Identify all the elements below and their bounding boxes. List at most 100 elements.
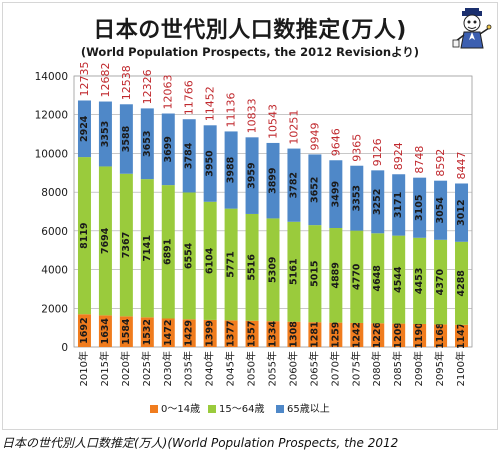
total-value-label: 8924 [392,142,405,170]
bar-segment [350,230,364,323]
legend-item-15-64: 15～64歳 [208,400,264,415]
segment-value-label: 1209 [393,322,404,348]
bar-segment [224,320,238,347]
bar-segment [98,166,112,316]
legend-item-65-plus: 65歳以上 [276,400,330,415]
segment-value-label: 8119 [79,222,90,248]
x-tick-label: 2025年 [140,351,153,386]
bar-segment [161,185,175,319]
x-tick-label: 2095年 [433,351,446,386]
segment-value-label: 7141 [142,235,153,261]
segment-value-label: 4370 [435,268,446,295]
segment-value-label: 3353 [351,185,362,211]
segment-value-label: 3699 [163,136,174,162]
bar-segment [98,315,112,347]
mascot-illustration [452,8,492,49]
total-value-label: 9365 [350,134,363,162]
x-tick-label: 2015年 [98,351,111,386]
y-tick-label: 4000 [41,265,68,277]
segment-value-label: 3652 [309,177,320,203]
bar-segment [98,101,112,167]
segment-value-label: 5015 [309,260,320,286]
total-value-label: 11452 [204,86,217,121]
bar-segment [350,322,364,347]
total-value-label: 12063 [162,75,175,110]
y-tick-label: 0 [61,342,68,354]
bar-segment [245,320,259,347]
x-tick-label: 2070年 [328,351,341,386]
segment-value-label: 1472 [163,320,174,346]
bar-segment [140,108,154,180]
segment-value-label: 1357 [247,321,258,347]
x-tick-label: 2080年 [370,351,383,386]
segment-value-label: 2924 [79,115,90,142]
bar-segment [266,218,280,322]
segment-value-label: 3950 [205,150,216,177]
bar-segment [182,319,196,347]
y-tick-label: 2000 [41,303,68,315]
segment-value-label: 1584 [121,318,132,345]
total-value-label: 8447 [455,151,468,179]
bar-segment [119,316,133,347]
chart-subtitle: (World Population Prospects, the 2012 Re… [80,45,420,59]
segment-value-label: 4544 [393,266,404,293]
bar-segment [329,227,343,323]
segment-value-label: 4889 [330,262,341,288]
x-tick-label: 2075年 [349,351,362,386]
segment-value-label: 4453 [414,268,425,294]
bar-segment [182,192,196,320]
total-value-label: 10251 [287,110,300,145]
x-tick-label: 2035年 [182,351,195,386]
bar-segment [371,233,385,324]
x-tick-label: 2030年 [161,351,174,386]
bar-segment [455,183,469,242]
segment-value-label: 1634 [100,318,111,345]
segment-value-label: 5309 [268,257,279,283]
segment-value-label: 1399 [205,320,216,346]
segment-value-label: 1147 [456,323,467,349]
segment-value-label: 6104 [205,247,216,274]
legend-item-0-14: 0～14歳 [150,400,200,415]
bar-segment [413,323,427,347]
segment-value-label: 3171 [393,192,404,218]
total-value-label: 10543 [267,104,280,139]
segment-value-label: 3499 [330,181,341,207]
bar-segment [203,319,217,347]
bar-segment [287,221,301,322]
segment-value-label: 3899 [268,167,279,193]
segment-value-label: 6891 [163,239,174,265]
bar-segment [245,213,259,321]
segment-value-label: 4648 [372,265,383,292]
x-tick-label: 2065年 [307,351,320,386]
segment-value-label: 3988 [226,156,237,183]
y-tick-label: 12000 [35,110,68,122]
total-value-label: 8592 [434,149,447,177]
segment-value-label: 1532 [142,319,153,345]
legend-label-65-plus: 65歳以上 [287,404,330,415]
segment-value-label: 7367 [121,232,132,258]
segment-value-label: 1242 [351,322,362,348]
chart-title: 日本の世代別人口数推定(万人) [93,18,407,43]
x-tick-label: 2090年 [412,351,425,386]
segment-value-label: 3012 [456,199,467,225]
segment-value-label: 1692 [79,317,90,343]
segment-value-label: 3782 [288,172,299,198]
segment-value-label: 3784 [184,142,195,169]
segment-value-label: 5771 [226,251,237,277]
legend-swatch-15-64 [208,405,216,413]
bar-segment [434,180,448,240]
figure-caption: 日本の世代別人口数推定(万人)(World Population Prospec… [2,436,399,450]
y-tick-label: 14000 [35,71,68,83]
segment-value-label: 6554 [184,242,195,269]
y-tick-label: 8000 [41,187,68,199]
bar-segment [392,323,406,347]
bar-segment [203,125,217,202]
bar-segment [371,323,385,347]
segment-value-label: 1190 [414,322,425,349]
bar-segment [77,157,91,315]
bar-segment [455,241,469,325]
x-tick-label: 2020年 [119,351,132,386]
x-tick-label: 2045年 [224,351,237,386]
legend-label-0-14: 0～14歳 [161,404,201,415]
segment-value-label: 3653 [142,131,153,157]
